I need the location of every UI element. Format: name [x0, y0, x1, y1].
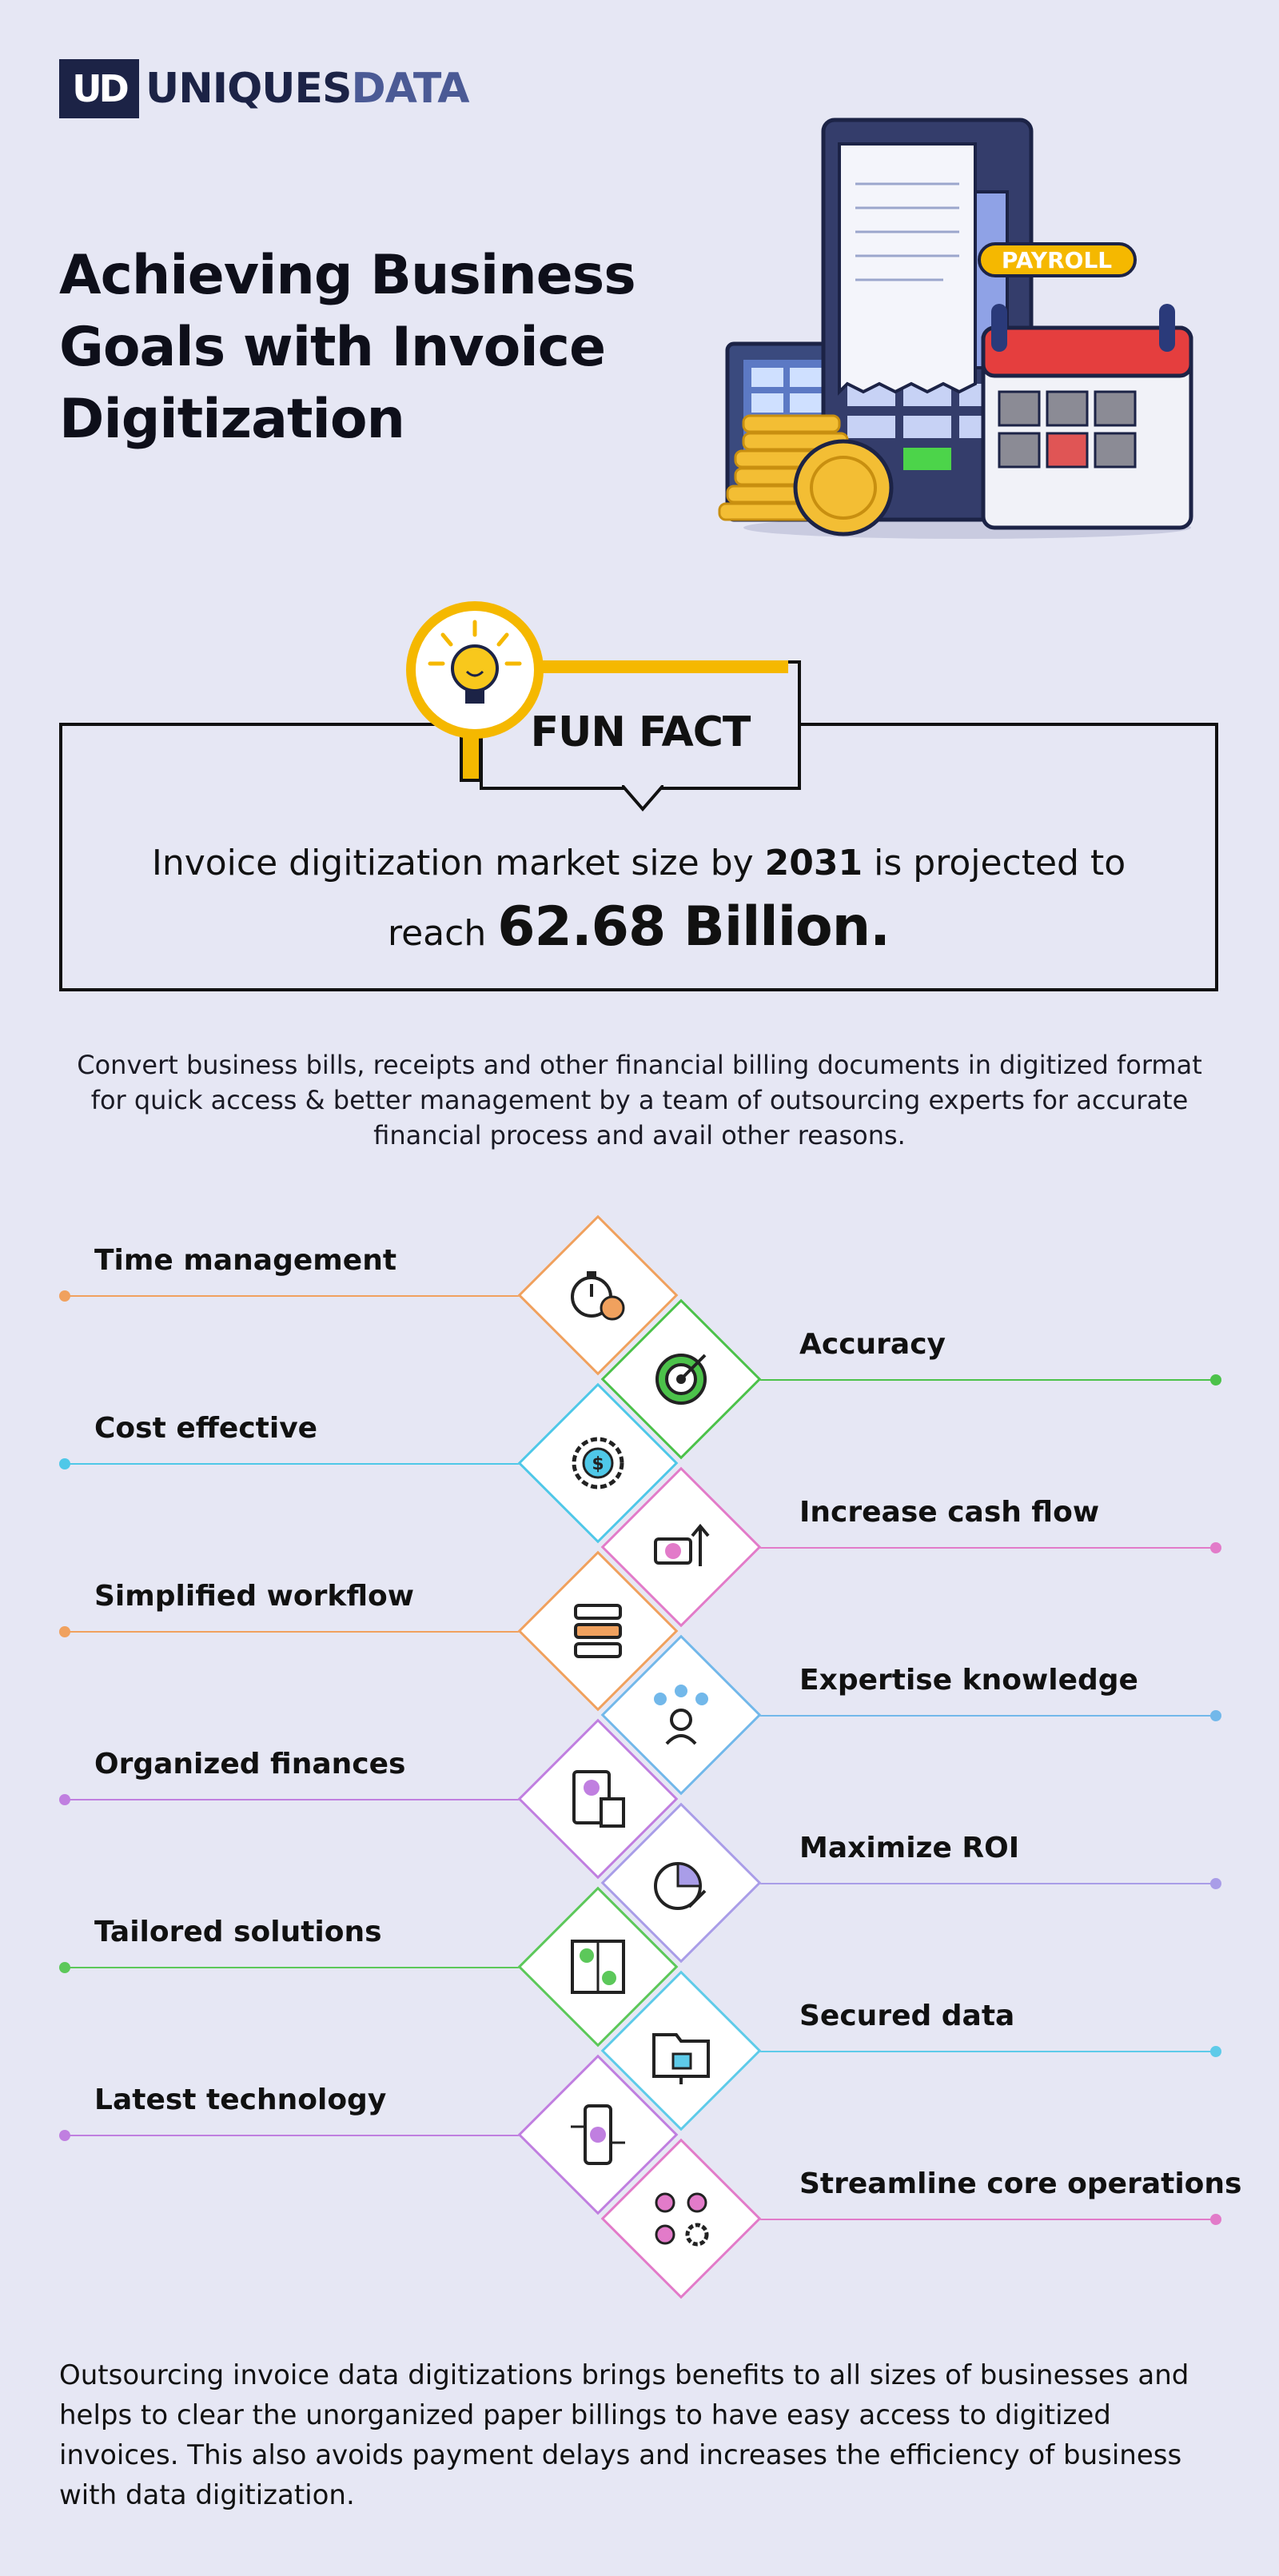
benefit-diamond — [600, 1466, 762, 1628]
payroll-tag: PAYROLL — [1002, 247, 1112, 273]
benefit-dot — [1210, 1710, 1221, 1721]
smartphone-tech-icon — [558, 2095, 638, 2175]
fun-fact-label: FUN FACT — [530, 708, 751, 756]
expert-network-icon — [641, 1675, 721, 1755]
benefit-diamond — [517, 1214, 679, 1376]
benefit-line — [759, 1379, 1215, 1381]
benefit-line — [64, 2135, 520, 2136]
benefit-diamond — [600, 1970, 762, 2131]
benefit-label: Accuracy — [799, 1328, 946, 1361]
puzzle-icon — [558, 1927, 638, 2007]
benefit-dot — [1210, 1374, 1221, 1386]
benefit-dot — [1210, 1542, 1221, 1553]
benefit-diamond — [517, 1886, 679, 2048]
benefit-diamond — [517, 1718, 679, 1880]
benefit-dot — [1210, 2046, 1221, 2057]
stopwatch-gear-icon — [558, 1255, 638, 1335]
benefit-dot — [59, 1458, 70, 1469]
benefit-diamond — [600, 1298, 762, 1460]
fun-fact-year: 2031 — [764, 843, 863, 883]
cash-flow-icon — [641, 1507, 721, 1587]
svg-text:$: $ — [592, 1454, 604, 1474]
benefit-line — [759, 1715, 1215, 1717]
fun-fact-tag-accent — [523, 660, 788, 673]
fun-fact-text: Invoice digitization market size by 2031… — [151, 843, 1126, 959]
intro-paragraph: Convert business bills, receipts and oth… — [77, 1050, 1202, 1150]
benefit-diamond — [517, 2054, 679, 2215]
benefit-label: Secured data — [799, 2000, 1015, 2032]
benefit-line — [64, 1799, 520, 1800]
benefit-diamond — [600, 2138, 762, 2299]
fun-fact-tag: FUN FACT — [480, 660, 801, 790]
benefit-label: Streamline core operations — [799, 2167, 1242, 2200]
operations-gear-icon — [641, 2179, 721, 2259]
benefit-line — [759, 2219, 1215, 2220]
benefit-label: Expertise knowledge — [799, 1664, 1138, 1697]
benefit-diamond — [517, 1382, 679, 1544]
benefit-dot — [59, 2130, 70, 2141]
fun-fact-value: 62.68 Billion. — [497, 895, 891, 959]
benefit-dot — [59, 1626, 70, 1637]
brand-logo: UD UNIQUES DATA — [59, 59, 470, 118]
benefit-dot — [59, 1962, 70, 1973]
benefit-line — [759, 1547, 1215, 1549]
benefit-label: Organized finances — [94, 1748, 406, 1780]
benefit-label: Increase cash flow — [799, 1496, 1100, 1529]
benefit-line — [64, 1295, 520, 1297]
invoice-illustration: PAYROLL — [718, 118, 1193, 539]
brand-mark: UD — [59, 59, 139, 118]
benefit-diamond — [600, 1634, 762, 1796]
benefit-line — [64, 1631, 520, 1633]
brand-name-part2: DATA — [351, 65, 470, 113]
benefit-line — [64, 1967, 520, 1968]
fun-fact-pointer — [622, 785, 663, 812]
benefit-label: Tailored solutions — [94, 1916, 382, 1948]
finance-document-icon — [558, 1759, 638, 1839]
benefit-label: Time management — [94, 1244, 397, 1277]
workflow-icon — [558, 1591, 638, 1671]
benefit-dot — [1210, 1878, 1221, 1889]
benefit-label: Simplified workflow — [94, 1580, 414, 1613]
benefit-diamond — [517, 1550, 679, 1712]
page-title: Achieving Business Goals with Invoice Di… — [59, 244, 636, 451]
benefit-line — [759, 2051, 1215, 2052]
benefit-label: Maximize ROI — [799, 1832, 1020, 1864]
benefit-diamond — [600, 1802, 762, 1964]
benefit-dot — [1210, 2214, 1221, 2225]
benefit-label: Cost effective — [94, 1412, 318, 1445]
dollar-gear-icon: $ — [558, 1423, 638, 1503]
brand-name-part1: UNIQUES — [145, 65, 352, 113]
lightbulb-icon — [406, 601, 544, 739]
roi-pie-icon — [641, 1843, 721, 1923]
target-icon — [641, 1339, 721, 1419]
benefit-line — [64, 1463, 520, 1465]
benefit-line — [759, 1883, 1215, 1884]
benefit-dot — [59, 1794, 70, 1805]
outro-paragraph: Outsourcing invoice data digitizations b… — [59, 2359, 1189, 2511]
benefit-dot — [59, 1290, 70, 1302]
benefit-label: Latest technology — [94, 2084, 387, 2116]
lock-folder-icon — [641, 2011, 721, 2091]
